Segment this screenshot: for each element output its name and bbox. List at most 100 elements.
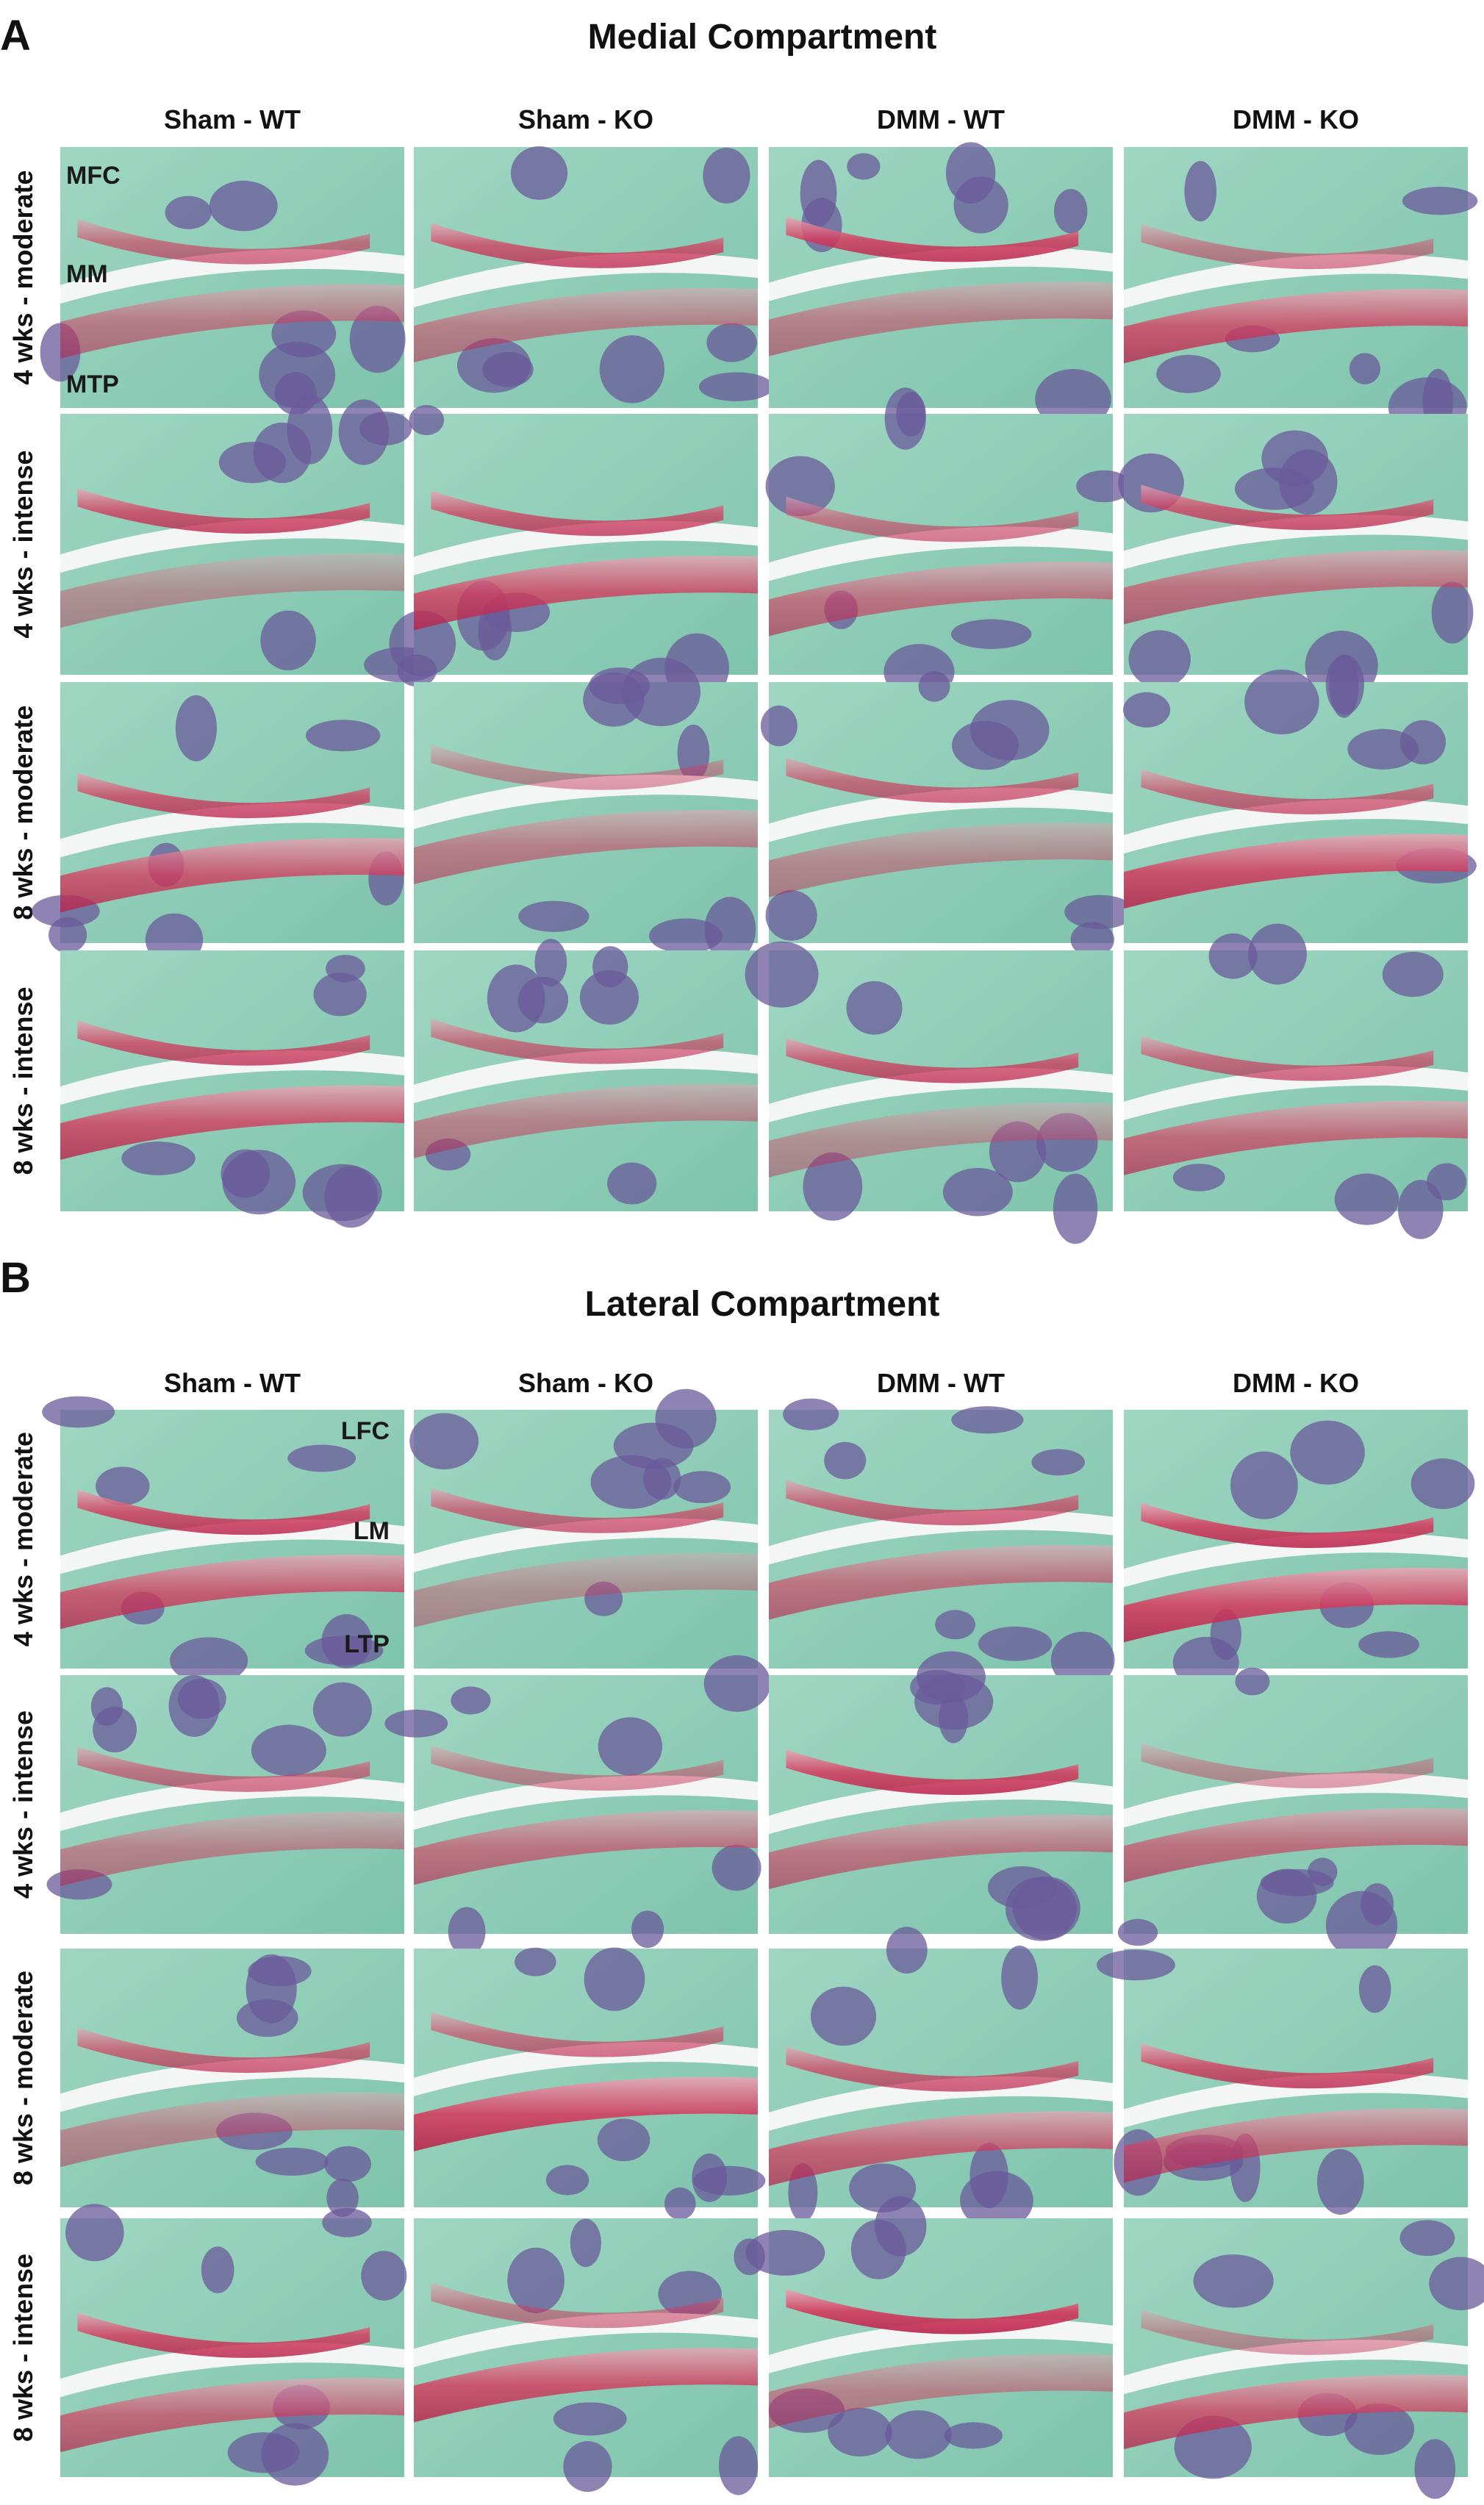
marrow: [1193, 2254, 1274, 2308]
cartilage-upper: [1141, 769, 1434, 814]
marrow: [96, 1466, 150, 1506]
micrograph: [389, 405, 758, 703]
cartilage-upper: [1141, 223, 1434, 270]
joint-space: [769, 2318, 1113, 2373]
marrow: [810, 1986, 877, 2046]
joint-space: [414, 1048, 758, 1103]
marrow: [703, 1655, 771, 1712]
marrow: [597, 2118, 650, 2162]
marrow: [384, 1709, 448, 1738]
marrow: [1347, 728, 1419, 770]
marrow: [570, 2218, 601, 2268]
cartilage-lower: [769, 823, 1113, 897]
cartilage-upper: [786, 1749, 1079, 1795]
cartilage-lower: [414, 809, 758, 885]
marrow: [760, 705, 797, 747]
micrograph: [414, 939, 758, 1211]
marrow: [553, 2402, 627, 2436]
joint-space: [414, 1518, 758, 1573]
cartilage-lower: [414, 287, 758, 363]
marrow: [1244, 669, 1319, 735]
marrow: [201, 2246, 234, 2293]
marrow: [170, 1637, 248, 1685]
marrow: [1053, 1173, 1098, 1244]
joint-space: [769, 1510, 1113, 1565]
marrow: [599, 335, 664, 404]
marrow: [1208, 933, 1258, 979]
micrograph: [745, 941, 1113, 1244]
marrow: [703, 147, 750, 204]
marrow: [944, 2422, 1003, 2449]
marrow: [261, 2423, 329, 2486]
marrow: [1117, 1918, 1158, 1946]
marrow: [1156, 354, 1221, 393]
joint-space: [769, 1780, 1113, 1835]
marrow: [253, 422, 312, 484]
marrow: [613, 1422, 694, 1469]
marrow: [313, 972, 367, 1017]
micrograph: [1117, 1667, 1468, 1960]
cartilage-lower: [414, 2348, 758, 2423]
marrow: [1290, 1420, 1365, 1485]
cartilage-upper: [786, 496, 1079, 542]
joint-space: [414, 2041, 758, 2096]
joint-space: [769, 2076, 1113, 2131]
micrograph: [1118, 414, 1474, 701]
marrow: [1414, 2439, 1456, 2499]
joint-space: [1124, 1065, 1468, 1120]
cartilage-upper: [1141, 1743, 1434, 1788]
marrow: [1349, 353, 1381, 384]
cartilage-upper: [77, 2312, 370, 2358]
joint-space: [60, 1777, 404, 1832]
cartilage-upper: [786, 2288, 1079, 2334]
marrow: [1260, 1868, 1334, 1896]
marrow: [1361, 1883, 1394, 1926]
cartilage-lower: [60, 837, 404, 913]
marrow: [1031, 1449, 1085, 1476]
marrow: [718, 2436, 759, 2495]
marrow: [534, 939, 567, 986]
micrograph: [414, 2218, 765, 2495]
marrow: [631, 1910, 664, 1949]
marrow: [251, 1724, 326, 1777]
cartilage-lower: [1124, 1100, 1468, 1175]
cartilage-upper: [431, 1488, 724, 1533]
panel: B Lateral Compartment Sham - WT Sham - KO DM…: [0, 1254, 1484, 2499]
cartilage-upper: [431, 1745, 724, 1791]
joint-space: [60, 1519, 404, 1574]
marrow: [324, 2146, 371, 2182]
marrow: [745, 941, 819, 1008]
micrograph: [769, 142, 1113, 429]
joint-space: [60, 2343, 404, 2398]
joint-space: [414, 775, 758, 830]
micrograph: [414, 146, 774, 408]
micrograph: [60, 1949, 404, 2218]
marrow: [917, 1651, 986, 1703]
micrograph: [1124, 2218, 1484, 2499]
joint-space: [414, 2312, 758, 2368]
cartilage-lower: [1124, 2374, 1468, 2450]
cartilage-lower: [769, 562, 1113, 637]
marrow: [1001, 1945, 1039, 2010]
cartilage-upper: [431, 745, 724, 790]
marrow: [1316, 2149, 1364, 2215]
row-label: 8 wks - intense: [8, 2254, 38, 2442]
marrow: [939, 1694, 969, 1744]
marrow: [259, 341, 336, 409]
cartilage-upper: [431, 223, 724, 268]
marrow: [706, 323, 757, 362]
joint-space: [414, 253, 758, 308]
joint-space: [414, 1775, 758, 1830]
marrow: [1398, 1180, 1444, 1239]
cartilage-lower: [769, 2111, 1113, 2186]
cartilage-upper: [77, 773, 370, 819]
micrograph: [60, 2204, 407, 2486]
cartilage-lower: [769, 1545, 1113, 1620]
cartilage-upper: [786, 1037, 1079, 1083]
cartilage-lower: [60, 1085, 404, 1161]
marrow: [1429, 2257, 1484, 2311]
row-label: 4 wks - moderate: [8, 170, 38, 384]
column-header: Sham - KO: [518, 104, 653, 135]
joint-space: [1124, 1533, 1468, 1588]
marrow: [306, 720, 381, 752]
